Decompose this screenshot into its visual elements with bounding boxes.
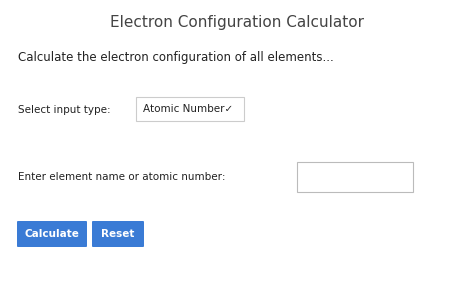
FancyBboxPatch shape [92,221,144,247]
FancyBboxPatch shape [136,97,244,121]
Text: Enter element name or atomic number:: Enter element name or atomic number: [18,172,226,182]
Text: Atomic Number✓: Atomic Number✓ [143,104,233,114]
Text: Reset: Reset [101,229,135,239]
Text: Select input type:: Select input type: [18,105,110,115]
FancyBboxPatch shape [297,162,413,192]
Text: Calculate: Calculate [25,229,80,239]
Text: Electron Configuration Calculator: Electron Configuration Calculator [110,15,364,29]
Text: Calculate the electron configuration of all elements...: Calculate the electron configuration of … [18,51,334,65]
FancyBboxPatch shape [17,221,87,247]
